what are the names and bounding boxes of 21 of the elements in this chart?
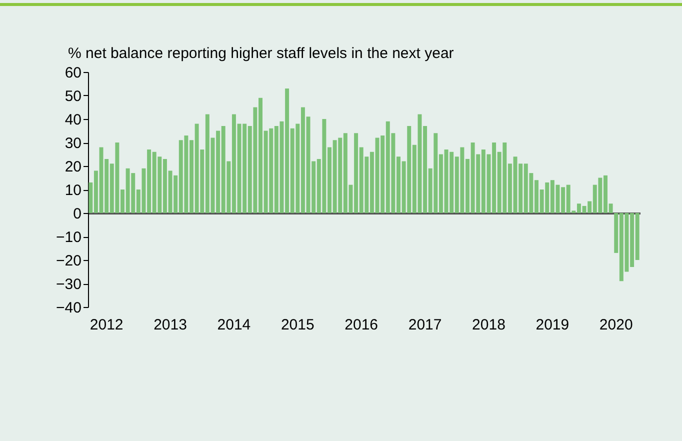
x-tick-label: 2016 (344, 316, 378, 334)
y-tick-label: 60 (64, 64, 82, 82)
x-tick-label: 2017 (408, 316, 442, 334)
x-tick-label: 2020 (599, 316, 633, 334)
y-tick-label: −40 (56, 300, 82, 316)
x-tick-label: 2013 (154, 316, 187, 334)
x-tick-label: 2015 (280, 316, 314, 334)
x-tick-label: 2019 (536, 316, 570, 334)
x-tick-label: 2014 (217, 316, 251, 334)
y-tick-label: 10 (64, 182, 82, 199)
x-tick-label: 2018 (472, 316, 506, 334)
y-tick-label: 40 (64, 112, 82, 128)
chart-title: % net balance reporting higher staff levels in the next year (68, 45, 454, 62)
y-tick-label: 50 (64, 88, 82, 105)
y-tick-label: −20 (56, 252, 82, 270)
y-tick-label: −10 (56, 229, 82, 246)
y-tick-label: 30 (64, 135, 82, 152)
y-tick-label: 20 (64, 158, 82, 176)
y-tick-label: 0 (73, 206, 82, 222)
x-tick-label: 2012 (90, 316, 124, 334)
y-tick-label: −30 (56, 276, 82, 293)
